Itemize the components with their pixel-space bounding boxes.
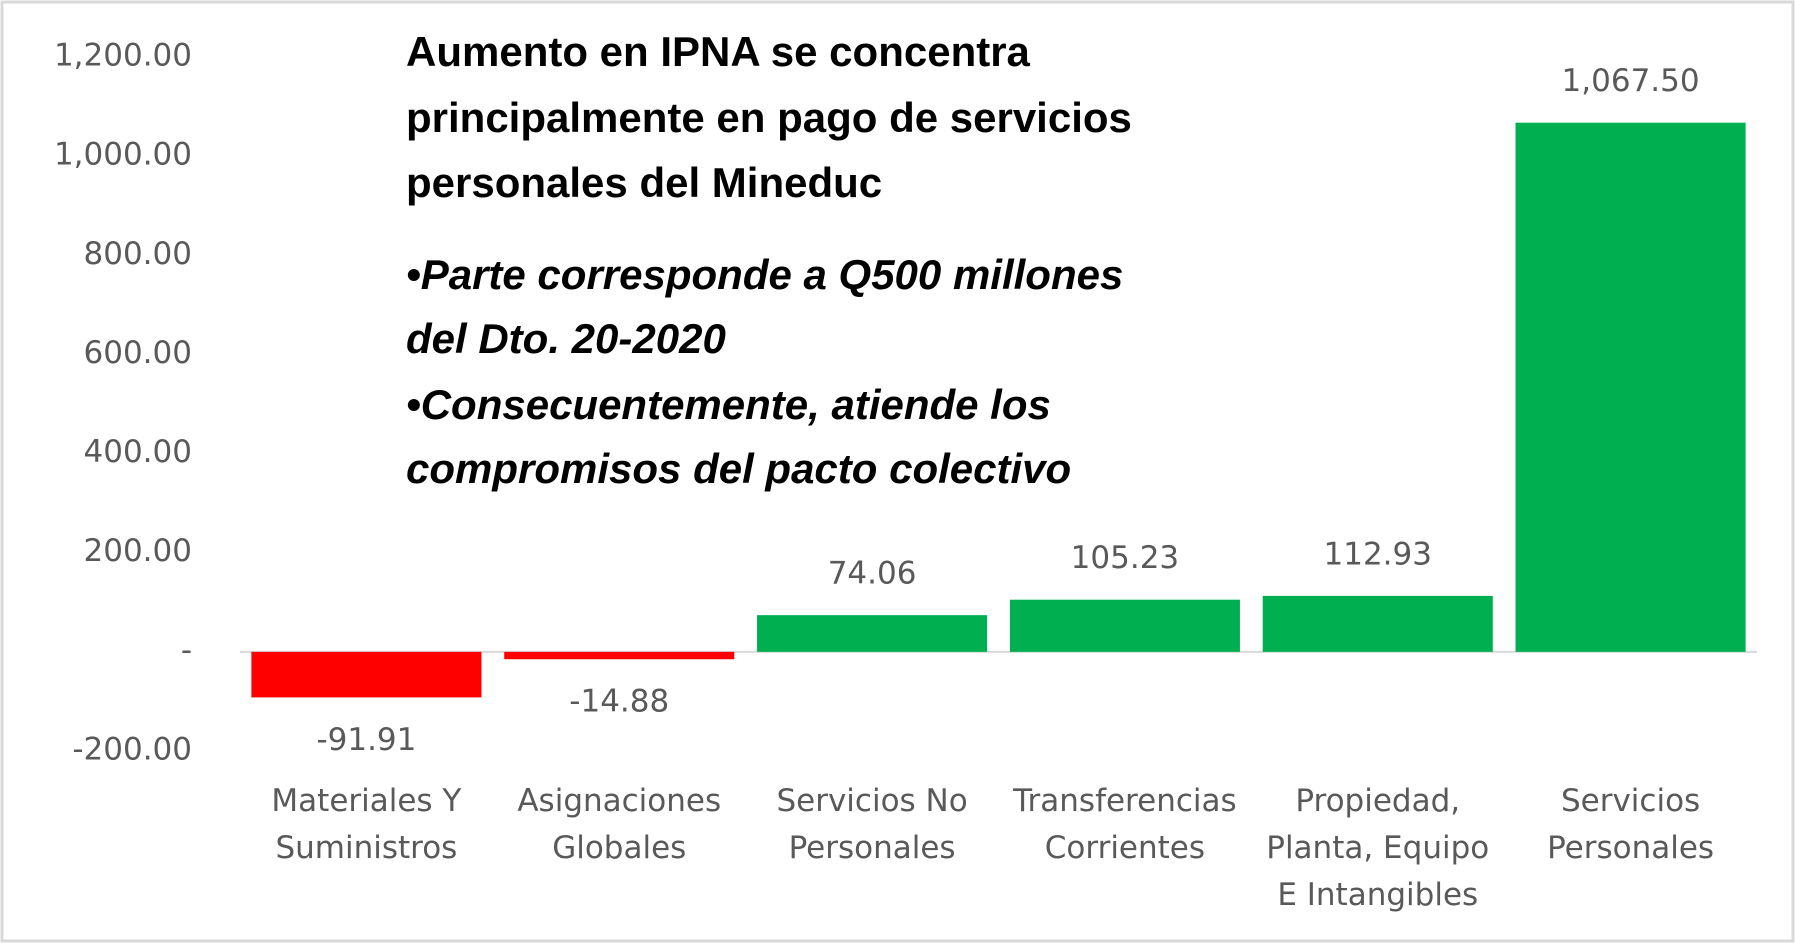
annotation-title: personales del Mineduc bbox=[406, 159, 883, 206]
annotation-title: Aumento en IPNA se concentra bbox=[406, 28, 1030, 75]
y-tick-label: 400.00 bbox=[84, 434, 192, 470]
y-tick-label: 800.00 bbox=[84, 236, 192, 272]
bar bbox=[504, 651, 735, 660]
x-tick-label: Propiedad, Planta, Equipo E Intangibles bbox=[1266, 783, 1490, 913]
y-tick-label: 200.00 bbox=[84, 533, 192, 569]
bar bbox=[757, 615, 988, 652]
value-label: 105.23 bbox=[1071, 540, 1179, 576]
annotation-title: principalmente en pago de servicios bbox=[406, 94, 1132, 141]
value-label: 74.06 bbox=[828, 556, 917, 592]
value-label: 1,067.50 bbox=[1562, 63, 1700, 99]
y-tick-label: 1,200.00 bbox=[54, 38, 192, 74]
y-tick-label: 1,000.00 bbox=[54, 137, 192, 173]
x-tick-label: Servicios Personales bbox=[1547, 783, 1715, 866]
value-label: -14.88 bbox=[569, 684, 669, 720]
x-tick-label: Transferencias Corrientes bbox=[1013, 783, 1237, 866]
y-tick-label: - bbox=[181, 632, 192, 668]
bar bbox=[1515, 122, 1746, 652]
bar bbox=[1009, 599, 1240, 652]
bar bbox=[1262, 595, 1493, 652]
x-tick-label: Servicios No Personales bbox=[776, 783, 968, 866]
annotation-bullet: del Dto. 20-2020 bbox=[406, 315, 726, 362]
annotation-bullet: •Consecuentemente, atiende los bbox=[406, 381, 1051, 428]
y-tick-label: -200.00 bbox=[72, 732, 192, 768]
y-tick-label: 600.00 bbox=[84, 335, 192, 371]
bar bbox=[251, 651, 482, 698]
value-label: 112.93 bbox=[1324, 536, 1432, 572]
value-label: -91.91 bbox=[316, 722, 416, 758]
annotation-bullet: •Parte corresponde a Q500 millones bbox=[406, 251, 1124, 298]
x-tick-label: Materiales Y Suministros bbox=[271, 783, 462, 866]
annotation-bullet: compromisos del pacto colectivo bbox=[406, 445, 1072, 492]
x-tick-label: Asignaciones Globales bbox=[517, 783, 722, 866]
